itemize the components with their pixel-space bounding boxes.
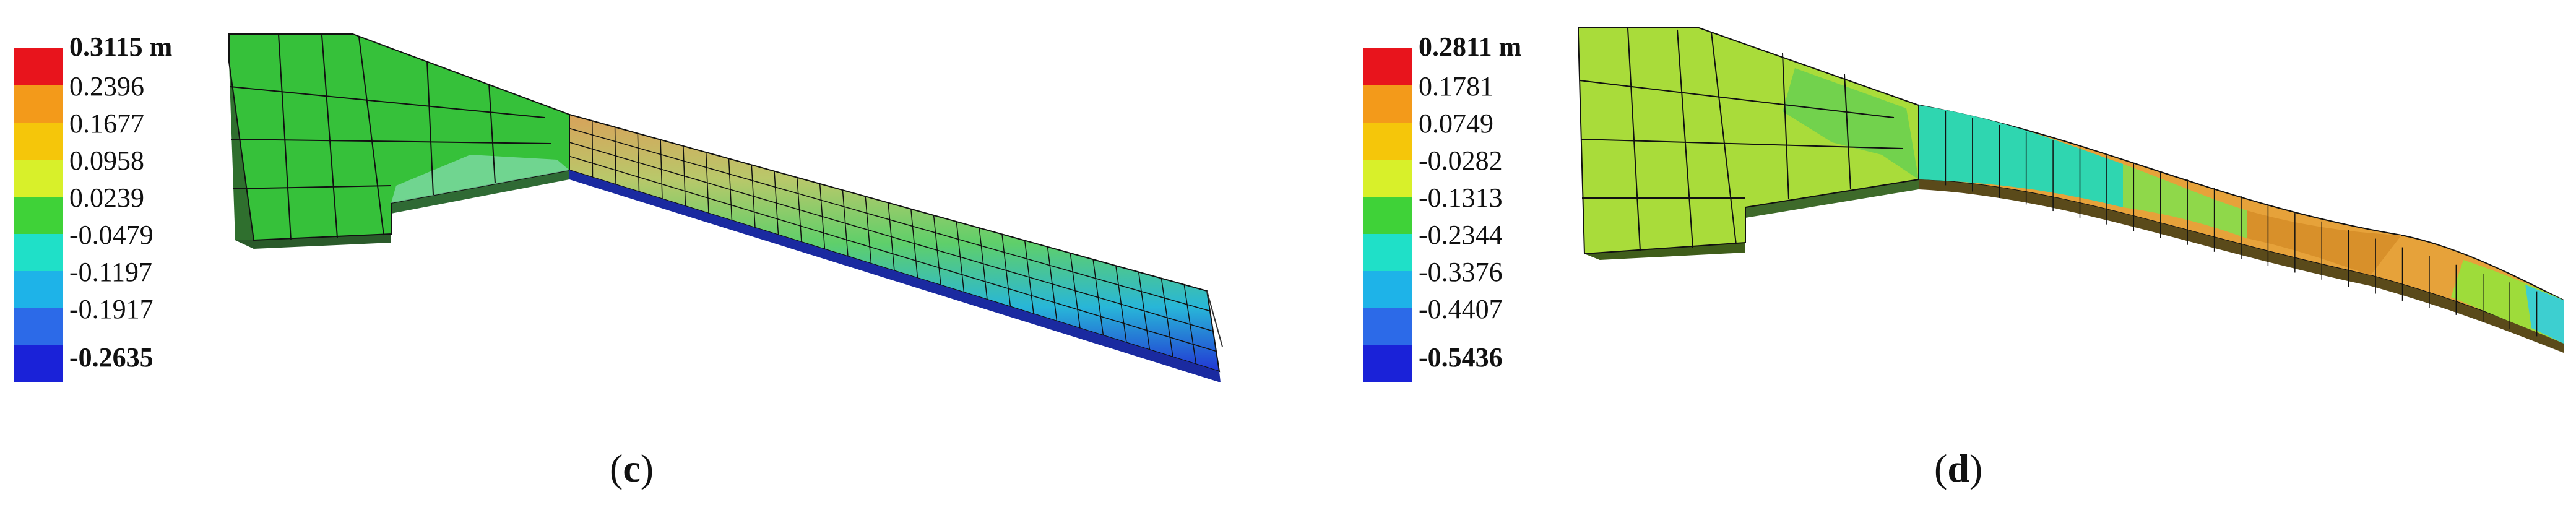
legend-swatch [14, 85, 63, 123]
legend-label-max: 0.2811 m [1419, 32, 1522, 62]
legend-swatch [14, 160, 63, 197]
legend-swatch [14, 271, 63, 308]
legend-swatch [1363, 85, 1412, 123]
legend-swatch [14, 197, 63, 234]
panel-c: 0.3115 m 0.2396 0.1677 0.0958 0.0239 -0.… [0, 0, 1287, 510]
legend-label: 0.0749 [1419, 108, 1493, 139]
legend-swatch [1363, 160, 1412, 197]
legend-label: 0.1781 [1419, 71, 1493, 102]
legend-swatch [1363, 345, 1412, 382]
legend-label: -0.3376 [1419, 257, 1503, 287]
legend-label-min: -0.5436 [1419, 342, 1503, 373]
legend-label-min: -0.2635 [69, 342, 153, 373]
legend-swatch [1363, 271, 1412, 308]
caption-letter: d [1947, 446, 1969, 490]
legend-swatch [14, 48, 63, 85]
caption-letter: c [623, 446, 641, 490]
mesh-line [569, 155, 1217, 352]
legend-label: -0.1917 [69, 294, 153, 324]
deformed-mesh-d [1578, 27, 2564, 353]
panel-caption-d: (d) [1934, 446, 1983, 490]
legend-label: -0.4407 [1419, 294, 1503, 324]
legend-swatch [1363, 197, 1412, 234]
legend-swatch [14, 345, 63, 382]
color-legend-d: 0.2811 m 0.1781 0.0749 -0.0282 -0.1313 -… [1363, 32, 1549, 395]
mesh-line [569, 127, 1211, 312]
legend-label: 0.2396 [69, 71, 144, 102]
legend-swatch [14, 234, 63, 271]
legend-swatch [14, 123, 63, 160]
legend-label: -0.1313 [1419, 183, 1503, 213]
legend-swatch [1363, 234, 1412, 271]
legend-label: 0.0958 [69, 145, 144, 176]
mesh-line [569, 142, 1214, 332]
legend-label: 0.1677 [69, 108, 144, 139]
legend-label: 0.0239 [69, 183, 144, 213]
legend-swatch [1363, 48, 1412, 85]
legend-label: -0.2344 [1419, 220, 1503, 250]
legend-label-max: 0.3115 m [69, 32, 173, 62]
deformed-mesh-c [228, 33, 1223, 382]
legend-swatch [14, 308, 63, 345]
legend-label: -0.1197 [69, 257, 153, 287]
panel-d: 0.2811 m 0.1781 0.0749 -0.0282 -0.1313 -… [1349, 0, 2576, 510]
panel-caption-c: (c) [610, 446, 654, 490]
legend-label: -0.0282 [1419, 145, 1503, 176]
legend-label: -0.0479 [69, 220, 153, 250]
color-legend-c: 0.3115 m 0.2396 0.1677 0.0958 0.0239 -0.… [14, 32, 199, 395]
legend-swatch [1363, 308, 1412, 345]
legend-swatch [1363, 123, 1412, 160]
